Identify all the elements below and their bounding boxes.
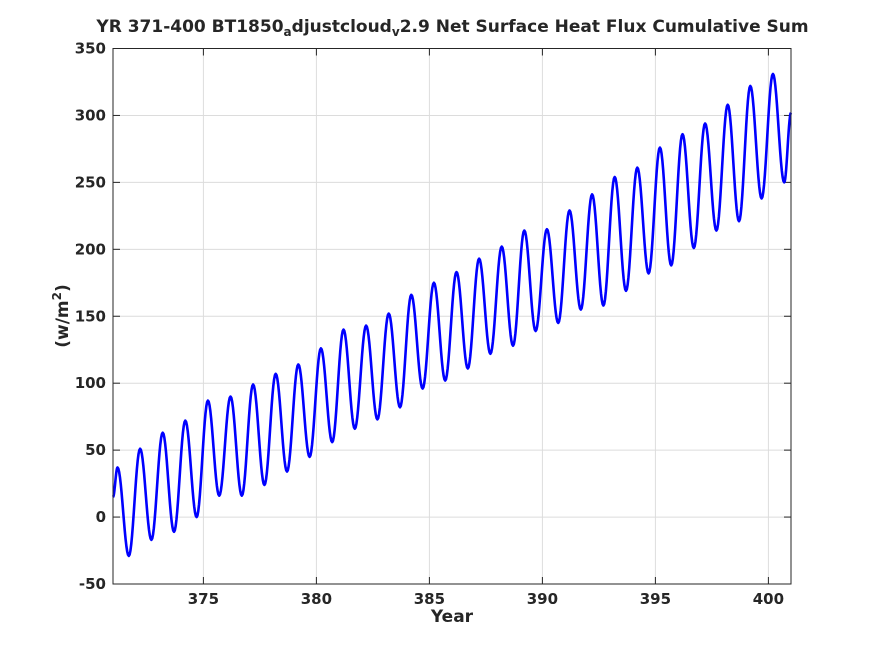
- peak-point: [478, 257, 480, 260]
- peak-point: [523, 229, 526, 232]
- y-axis-label: (w/m2): [50, 284, 73, 348]
- y-tick-label: 200: [75, 240, 106, 258]
- trough-point: [173, 530, 175, 533]
- trough-point: [738, 220, 740, 222]
- title-subscript-2: v: [391, 25, 400, 39]
- x-tick-label: 380: [301, 590, 332, 608]
- peak-point: [500, 245, 503, 248]
- y-tick-label: -50: [79, 575, 106, 593]
- peak-point: [772, 73, 774, 75]
- y-tick-label: 0: [96, 508, 106, 526]
- y-axis-label-exponent: 2: [50, 292, 64, 301]
- trough-point: [150, 539, 153, 541]
- peak-point: [297, 363, 300, 366]
- y-tick-label: 100: [75, 374, 106, 392]
- y-tick-label: 50: [85, 441, 106, 459]
- title-part-3: 2.9 Net Surface Heat Flux Cumulative Sum: [399, 17, 809, 37]
- peak-point: [252, 383, 254, 386]
- peak-point: [161, 431, 164, 434]
- peak-point: [455, 271, 458, 273]
- peak-point: [546, 228, 548, 231]
- peak-point: [320, 347, 322, 350]
- peak-point: [139, 447, 141, 450]
- trough-point: [241, 494, 243, 497]
- peak-point: [184, 419, 187, 422]
- title-part-2: djustcloud: [291, 17, 392, 37]
- trough-point: [670, 264, 673, 267]
- peak-point: [613, 176, 616, 178]
- y-tick-label: 300: [75, 106, 106, 124]
- y-tick-label: 150: [75, 307, 106, 325]
- trough-point: [760, 197, 763, 200]
- title-part-1: YR 371-400 BT1850: [96, 17, 284, 37]
- peak-point: [116, 466, 119, 469]
- peak-point: [659, 146, 661, 149]
- trough-point: [444, 379, 447, 382]
- trough-point: [195, 516, 198, 518]
- axes-box: [112, 48, 792, 585]
- peak-point: [342, 328, 345, 331]
- y-tick-label: 350: [75, 40, 106, 58]
- trough-point: [783, 181, 786, 184]
- peak-point: [568, 209, 571, 212]
- trough-point: [467, 367, 469, 370]
- x-axis-label: Year: [430, 607, 474, 627]
- trough-point: [263, 484, 266, 486]
- peak-point: [433, 281, 435, 284]
- x-tick-label: 400: [753, 590, 784, 608]
- chart-title: YR 371-400 BT1850adjustcloudv2.9 Net Sur…: [0, 17, 875, 39]
- y-axis-label-close: ): [53, 284, 73, 293]
- trough-point: [331, 441, 334, 443]
- peak-point: [229, 395, 232, 398]
- trough-point: [218, 494, 221, 497]
- y-tick-label: 250: [75, 173, 106, 191]
- trough-point: [625, 290, 627, 292]
- trough-point: [421, 387, 424, 390]
- peak-point: [591, 193, 593, 196]
- trough-point: [399, 406, 401, 409]
- trough-point: [286, 470, 288, 473]
- trough-point: [512, 344, 514, 347]
- trough-point: [308, 456, 311, 458]
- y-tick-labels: -50 0 50 100 150 200 250 300 350: [75, 40, 106, 594]
- cumulative-sum-line: [112, 72, 793, 558]
- peak-point: [410, 294, 413, 296]
- peak-point: [365, 324, 367, 327]
- trough-point: [647, 272, 650, 275]
- x-tick-labels: 375 380 385 390 395 400: [188, 590, 784, 608]
- peak-point: [274, 373, 277, 375]
- x-tick-label: 390: [527, 590, 558, 608]
- extrema-points: [116, 73, 786, 557]
- axis-ticks: [113, 48, 791, 585]
- x-tick-label: 385: [414, 590, 445, 608]
- x-tick-label: 375: [188, 590, 219, 608]
- trough-point: [557, 322, 560, 324]
- trough-point: [489, 352, 492, 355]
- title-subscript-1: a: [283, 25, 292, 39]
- trough-point: [715, 229, 718, 232]
- trough-point: [354, 427, 356, 430]
- trough-point: [534, 330, 537, 332]
- trough-point: [128, 555, 130, 557]
- trough-point: [580, 308, 582, 311]
- peak-point: [387, 312, 390, 315]
- y-axis-label-base: (w/m: [53, 300, 73, 348]
- peak-point: [681, 133, 684, 135]
- trough-point: [602, 304, 605, 307]
- peak-point: [207, 399, 209, 402]
- peak-point: [704, 122, 706, 125]
- trough-point: [693, 247, 695, 249]
- peak-point: [749, 85, 752, 87]
- peak-point: [636, 166, 639, 169]
- peak-point: [726, 103, 729, 106]
- trough-point: [376, 418, 379, 421]
- x-tick-label: 395: [640, 590, 671, 608]
